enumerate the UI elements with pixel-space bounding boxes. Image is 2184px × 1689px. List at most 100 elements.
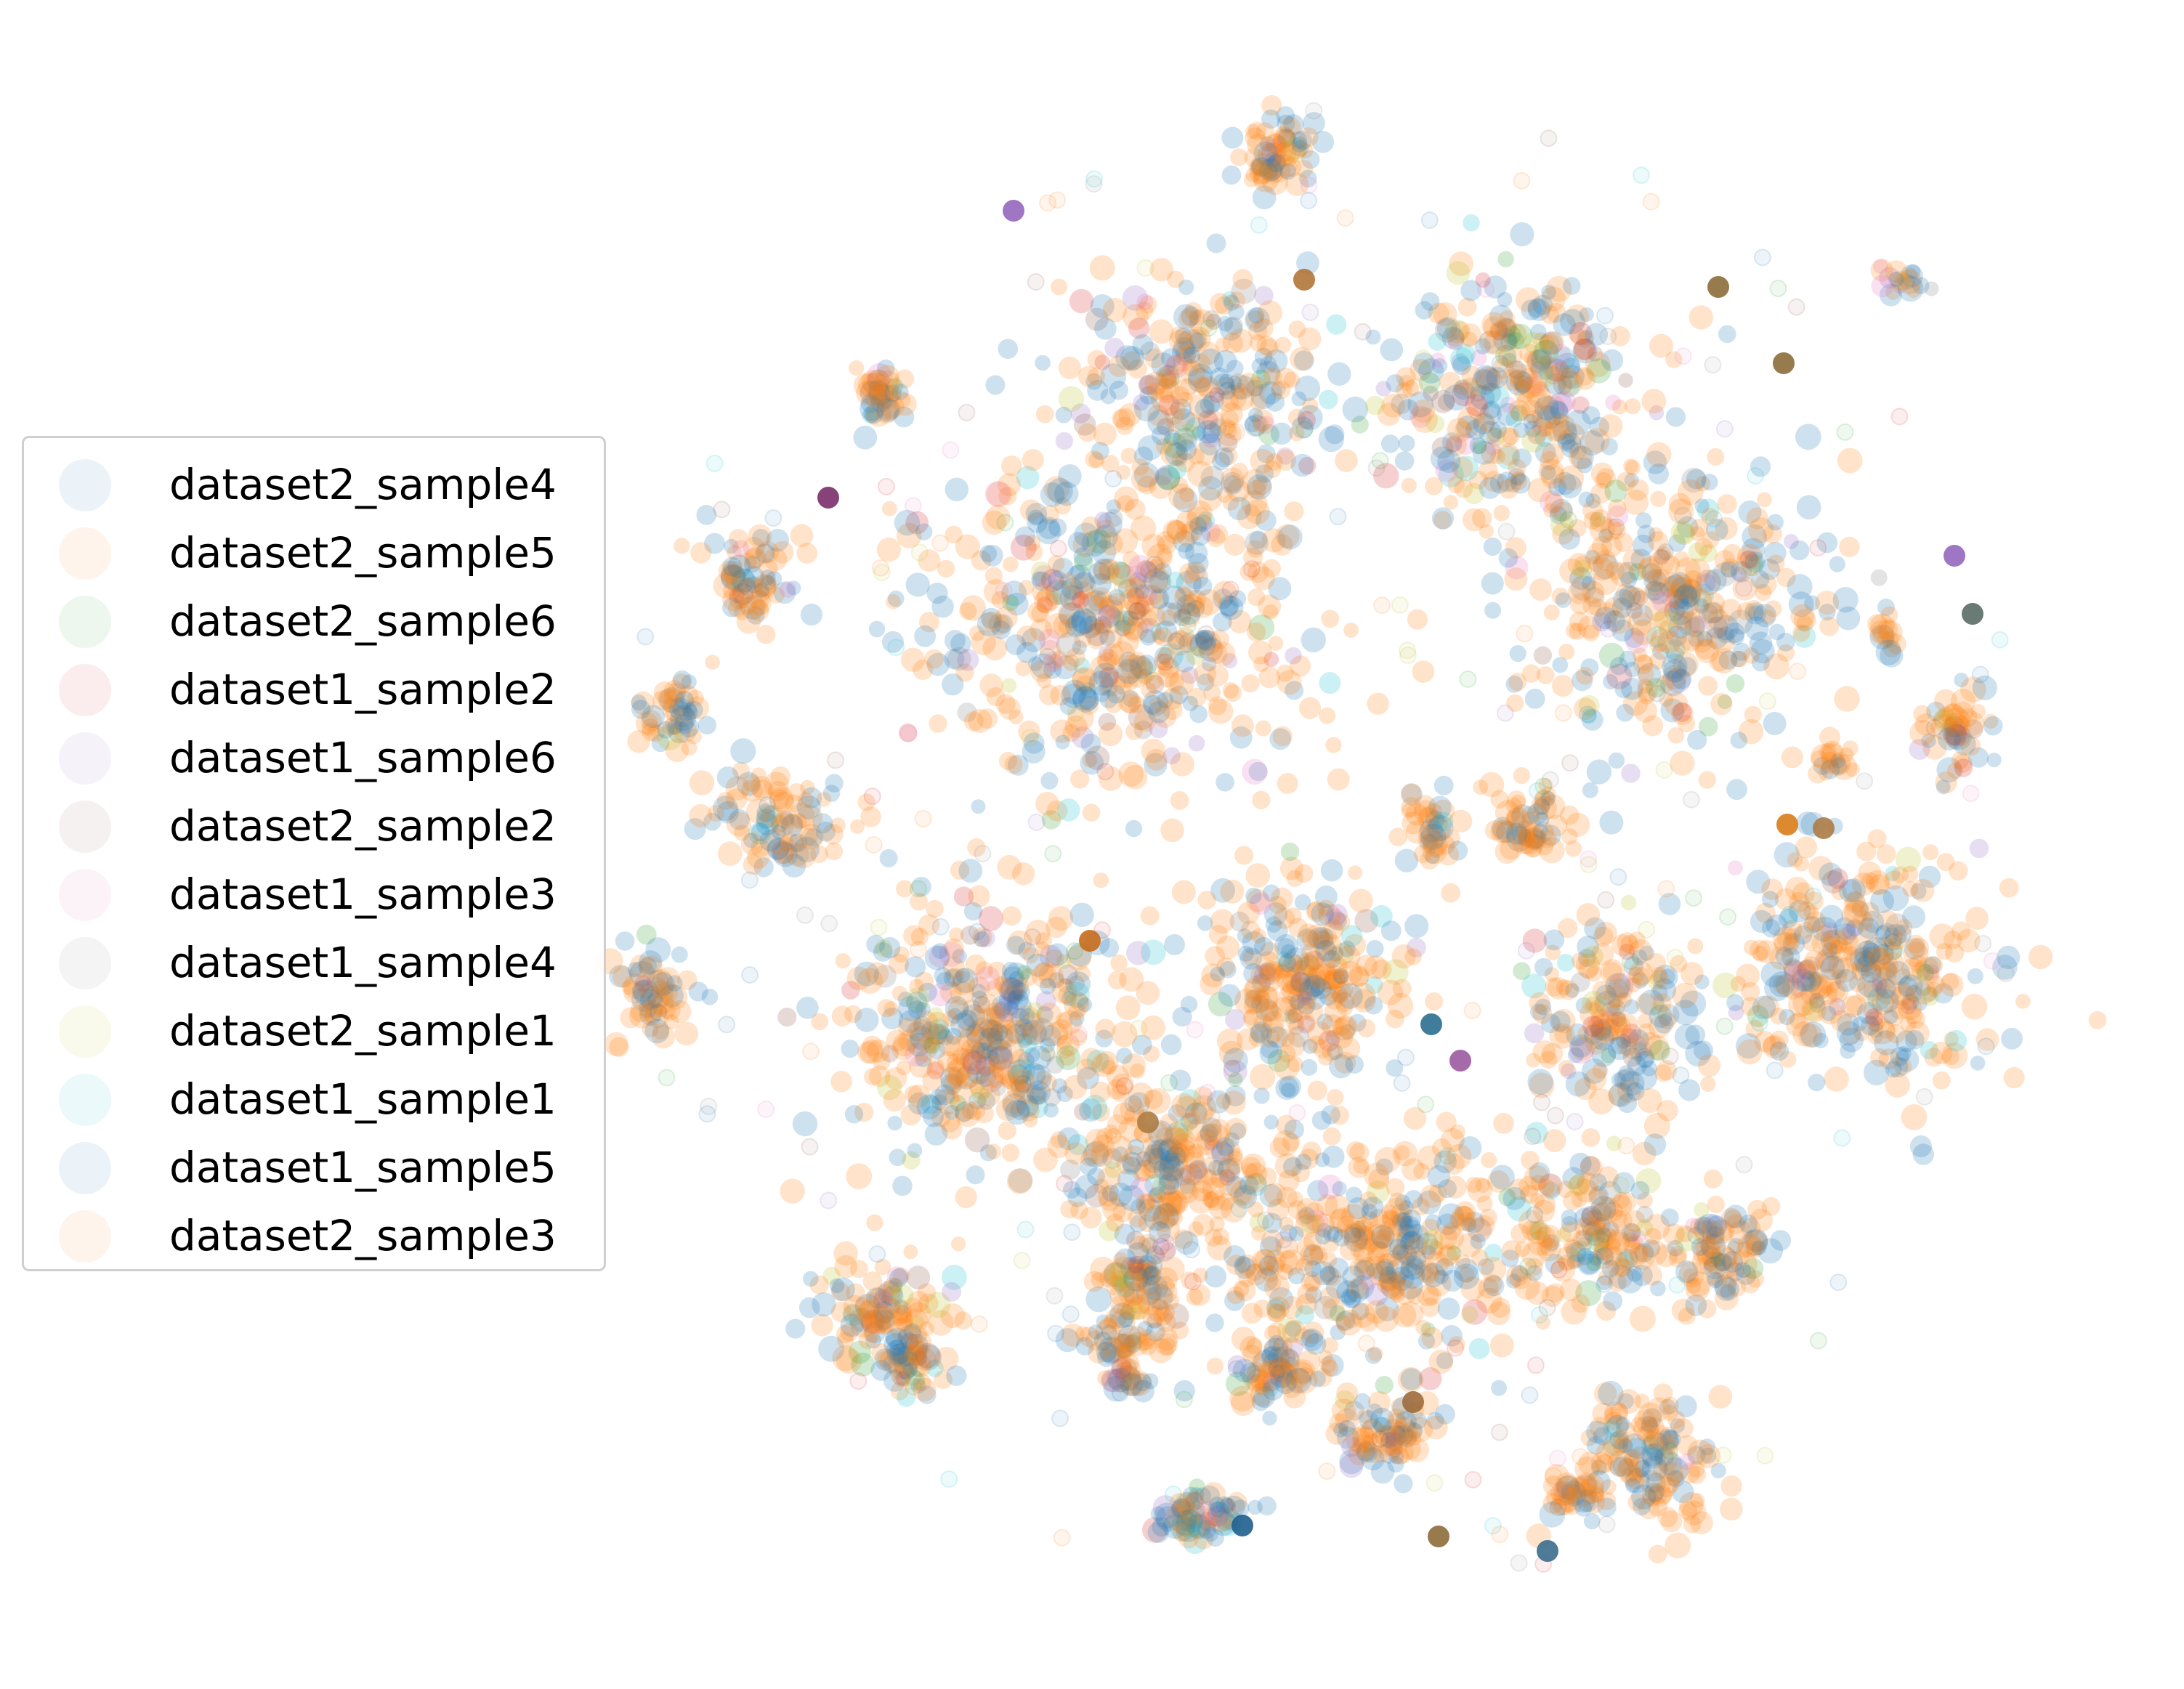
scatter-point [759,559,778,578]
scatter-point [1461,1306,1479,1324]
scatter-point [662,697,678,713]
scatter-point [1616,1389,1641,1414]
scatter-point [876,538,901,562]
scatter-point [1702,602,1723,624]
scatter-point [825,842,844,861]
scatter-point [760,569,776,586]
scatter-point [1257,143,1282,169]
scatter-point [1752,946,1769,962]
scatter-point [1206,233,1226,254]
scatter-point [1388,827,1407,846]
scatter-point [1250,369,1271,389]
scatter-point [924,945,950,971]
scatter-point [1218,595,1239,617]
scatter-point [987,1024,1014,1051]
scatter-point [1650,1280,1666,1297]
scatter-point [944,1104,960,1120]
scatter-point [1747,467,1765,485]
scatter-point [966,1026,992,1053]
scatter-point [849,360,865,376]
scatter-point [981,1045,998,1062]
scatter-point [1625,1478,1641,1494]
scatter-point [642,705,665,729]
scatter-point [1191,596,1214,618]
scatter-point [1128,317,1150,339]
scatter-point [998,1121,1016,1141]
scatter-point [1220,599,1238,617]
scatter-point [1706,616,1729,639]
scatter-point [876,359,895,378]
scatter-point [1863,1059,1890,1086]
scatter-point [1080,682,1096,699]
scatter-point [663,689,681,707]
scatter-point [1526,349,1551,373]
scatter-point [986,481,1012,508]
scatter-point [1526,1356,1545,1374]
scatter-point [1829,556,1845,572]
scatter-point [1120,1353,1140,1373]
scatter-point [1168,483,1194,510]
scatter-point [1222,291,1238,307]
scatter-point [1722,543,1742,564]
scatter-point [1290,143,1306,159]
scatter-point [1544,365,1563,385]
scatter-point [1173,608,1192,626]
scatter-point [1750,570,1770,589]
scatter-point [1710,628,1736,654]
scatter-point [1347,1277,1369,1299]
scatter-point [1568,445,1593,469]
scatter-point [653,681,676,704]
scatter-point [1775,947,1794,965]
scatter-point [769,787,794,812]
scatter-point [1122,351,1142,371]
scatter-point [1033,590,1058,614]
scatter-point [1115,1077,1133,1095]
scatter-point [662,698,687,722]
scatter-point [976,1008,1003,1033]
scatter-point [1215,337,1231,352]
scatter-point [1471,369,1497,395]
scatter-point [652,980,671,999]
scatter-point [1768,971,1795,997]
scatter-point [1074,657,1091,674]
scatter-point [732,540,750,558]
scatter-point [1696,631,1712,647]
scatter-point [657,724,683,750]
scatter-point [663,1014,679,1030]
scatter-point [993,614,1014,633]
scatter-point [1212,452,1230,471]
scatter-point [1050,719,1074,743]
scatter-point [1017,1052,1035,1069]
scatter-point [757,1101,775,1118]
scatter-point [1151,426,1171,445]
scatter-point [1597,891,1615,909]
scatter-point [1582,1016,1604,1037]
scatter-point [1628,562,1646,581]
scatter-point [772,842,798,867]
scatter-point [1593,553,1619,580]
scatter-point [1550,361,1571,382]
scatter-point [1289,425,1305,442]
scatter-point [972,927,992,947]
scatter-point [1166,416,1181,432]
scatter-point [1510,370,1525,385]
scatter-point [639,1003,662,1026]
scatter-point [1679,586,1701,608]
scatter-point [1070,564,1085,580]
scatter-point [1736,963,1760,988]
scatter-point [1501,318,1518,335]
scatter-point [1326,314,1347,335]
scatter-point [786,834,805,853]
scatter-point [1647,582,1670,604]
scatter-point [1253,141,1278,166]
scatter-point [1616,703,1634,722]
scatter-point [1124,1095,1142,1113]
scatter-point [1100,388,1117,405]
scatter-point [1095,1029,1113,1048]
scatter-point [1166,520,1188,541]
scatter-point [1262,169,1289,195]
scatter-point [1293,350,1314,371]
scatter-point [1224,533,1246,556]
scatter-point [1167,602,1184,619]
scatter-point [1220,1497,1237,1514]
